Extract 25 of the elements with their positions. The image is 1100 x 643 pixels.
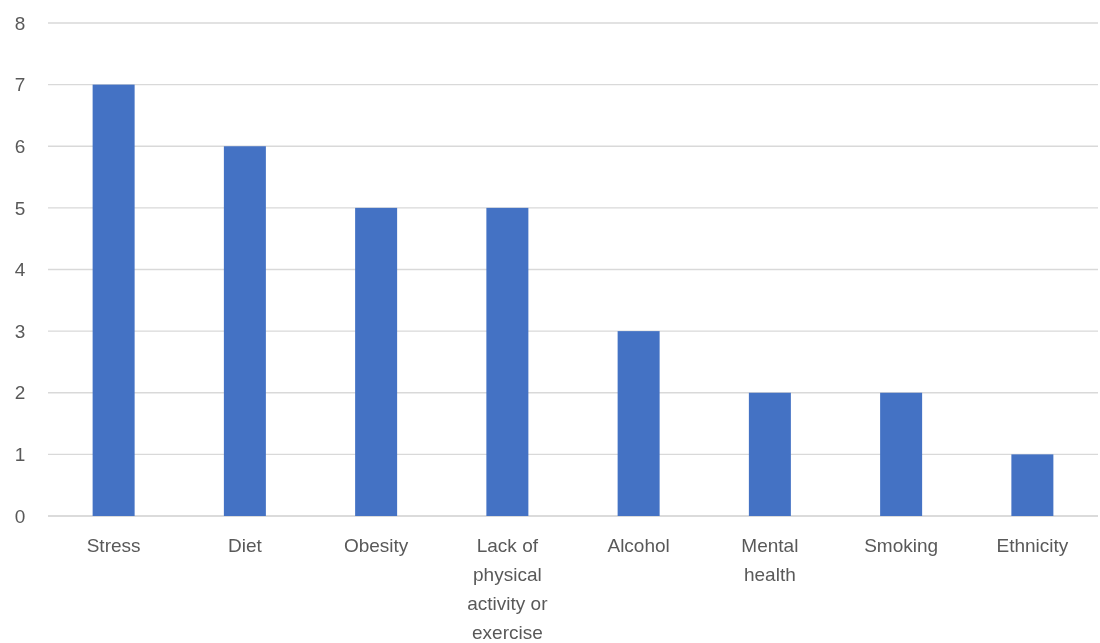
bar [1011,454,1054,516]
bar [748,392,791,516]
x-tick-label: Diet [227,535,263,556]
bar [355,207,398,516]
x-tick-label: Ethnicity [996,535,1069,556]
x-tick-label: Smoking [864,535,939,556]
x-tick-label: Mental health [741,535,799,585]
y-tick-label: 8 [14,12,26,34]
y-tick-label: 5 [14,197,26,219]
bar [92,84,135,516]
y-tick-label: 1 [14,444,26,466]
x-tick-label: Lack of physical activity or exercise [467,535,549,643]
bar [223,146,266,516]
y-tick-label: 7 [14,74,26,96]
x-tick-label: Alcohol [607,535,670,556]
y-tick-label: 0 [14,505,26,527]
bar [880,392,923,516]
y-tick-label: 3 [14,320,26,342]
y-tick-label: 4 [14,259,26,281]
y-tick-label: 6 [14,135,26,157]
x-tick-label: Obesity [343,535,409,556]
bar [486,207,529,516]
bar [617,331,660,516]
y-tick-label: 2 [14,382,26,404]
x-tick-label: Stress [86,535,141,556]
